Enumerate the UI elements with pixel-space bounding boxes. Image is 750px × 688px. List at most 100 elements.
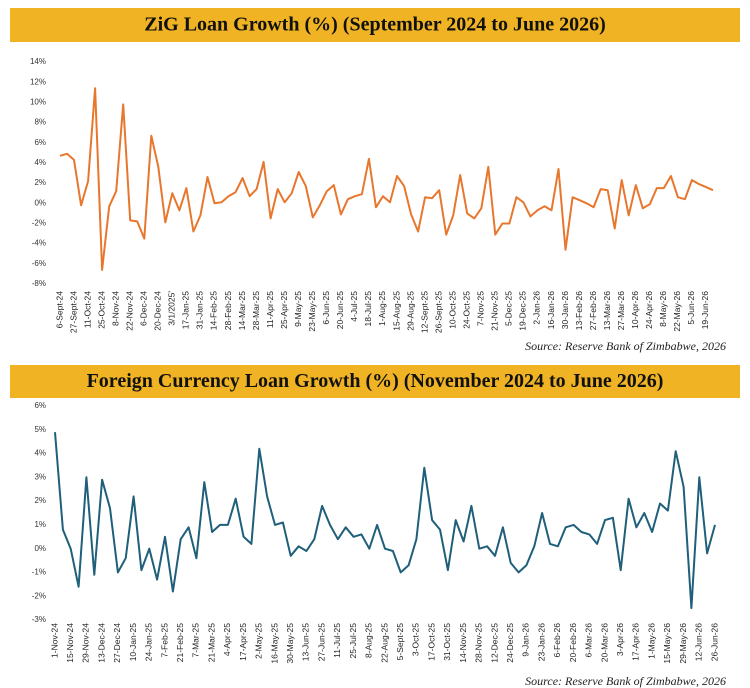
y-tick-label: 1% — [34, 520, 46, 529]
x-tick-label: 11-Oct-24 — [82, 291, 92, 328]
y-tick-label: -4% — [32, 239, 46, 248]
x-tick-label: 27-Jun-25 — [316, 623, 326, 662]
x-tick-label: 13-Jun-25 — [301, 623, 311, 662]
x-tick-label: 13-Dec-24 — [96, 623, 106, 663]
x-tick-label: 17-Apr-26 — [631, 623, 641, 661]
x-tick-label: 26-Jun-26 — [709, 623, 719, 662]
x-tick-label: 29-May-26 — [678, 623, 688, 664]
x-tick-label: 18-Jul-25 — [363, 291, 373, 327]
x-tick-label: 17-Oct-25 — [426, 623, 436, 661]
x-tick-label: 14-Nov-25 — [458, 623, 468, 663]
x-tick-label: 24-Apr-26 — [644, 291, 654, 329]
x-tick-label: 28-Mar-25 — [251, 291, 261, 330]
y-tick-label: 6% — [34, 138, 46, 147]
x-tick-label: 25-Apr-25 — [279, 291, 289, 329]
x-tick-label: 6-Feb-26 — [552, 623, 562, 658]
x-tick-label: 24-Jan-25 — [144, 623, 154, 662]
x-tick-label: 27-Dec-24 — [112, 623, 122, 663]
x-tick-label: 9-May-25 — [293, 291, 303, 327]
x-tick-label: 20-Feb-26 — [568, 623, 578, 662]
x-tick-label: 26-Sept-25 — [433, 291, 443, 333]
y-tick-label: 5% — [34, 425, 46, 434]
y-tick-label: -2% — [32, 591, 46, 600]
y-tick-label: 8% — [34, 118, 46, 127]
x-tick-label: 22-Aug-25 — [379, 623, 389, 663]
x-tick-label: 8-May-26 — [658, 291, 668, 327]
x-tick-label: 15-Aug-25 — [391, 291, 401, 331]
x-tick-label: 27-Feb-26 — [588, 291, 598, 330]
x-tick-label: 3/1/2025' — [167, 291, 177, 326]
x-tick-label: 14-Mar-25 — [237, 291, 247, 330]
x-tick-label: 31-Oct-25 — [442, 623, 452, 661]
x-tick-label: 20-Mar-26 — [599, 623, 609, 662]
y-tick-label: -6% — [32, 259, 46, 268]
x-tick-label: 5-Sept-25 — [395, 623, 405, 661]
chart-title: Foreign Currency Loan Growth (%) (Novemb… — [87, 370, 664, 392]
y-tick-label: 14% — [30, 57, 46, 66]
x-tick-label: 8-Nov-24 — [110, 291, 120, 326]
x-tick-label: 6-Dec-24 — [139, 291, 149, 326]
x-tick-label: 12-Sept-25 — [419, 291, 429, 333]
x-tick-label: 2-Jan-26 — [532, 291, 542, 325]
x-tick-label: 19-Dec-25 — [518, 291, 528, 331]
x-tick-label: 25-Oct-24 — [96, 291, 106, 329]
x-tick-label: 17-Jan-25 — [181, 291, 191, 330]
y-tick-label: 12% — [30, 77, 46, 86]
x-tick-label: 5-Jun-26 — [686, 291, 696, 325]
x-tick-label: 24-Dec-25 — [505, 623, 515, 663]
y-tick-label: 10% — [30, 97, 46, 106]
y-tick-label: 2% — [34, 178, 46, 187]
x-tick-label: 13-Mar-26 — [602, 291, 612, 330]
chart-title: ZiG Loan Growth (%) (September 2024 to J… — [144, 14, 605, 36]
x-tick-label: 28-Feb-25 — [223, 291, 233, 330]
x-tick-label: 3-Apr-26 — [615, 623, 625, 656]
title-banner — [10, 365, 740, 398]
y-tick-label: 3% — [34, 472, 46, 481]
y-tick-label: 0% — [34, 198, 46, 207]
x-tick-label: 22-Nov-24 — [124, 291, 134, 331]
y-tick-label: 6% — [34, 401, 46, 410]
x-tick-label: 4-Jul-25 — [349, 291, 359, 322]
x-tick-label: 29-Nov-24 — [81, 623, 91, 663]
x-tick-label: 16-May-25 — [269, 623, 279, 664]
x-tick-label: 21-Nov-25 — [490, 291, 500, 331]
x-tick-label: 14-Feb-25 — [209, 291, 219, 330]
x-tick-label: 10-Apr-26 — [630, 291, 640, 329]
x-tick-label: 29-Aug-25 — [405, 291, 415, 331]
x-tick-label: 15-May-26 — [662, 623, 672, 664]
x-tick-label: 17-Apr-25 — [238, 623, 248, 661]
x-tick-label: 25-Jul-25 — [348, 623, 358, 659]
x-tick-label: 23-May-25 — [307, 291, 317, 332]
x-tick-label: 20-Jun-25 — [335, 291, 345, 330]
x-tick-label: 2-May-25 — [254, 623, 264, 659]
x-tick-label: 12-Dec-25 — [489, 623, 499, 663]
x-tick-label: 16-Jan-26 — [546, 291, 556, 330]
x-tick-label: 1-May-26 — [646, 623, 656, 659]
x-tick-label: 15-Nov-24 — [65, 623, 75, 663]
x-tick-label: 5-Dec-25 — [504, 291, 514, 326]
x-tick-label: 10-Oct-25 — [447, 291, 457, 329]
x-tick-label: 9-Jan-26 — [521, 623, 531, 657]
x-tick-label: 20-Dec-24 — [153, 291, 163, 331]
x-tick-label: 21-Feb-25 — [175, 623, 185, 662]
y-tick-label: 2% — [34, 496, 46, 505]
x-tick-label: 30-Jan-26 — [560, 291, 570, 330]
title-banner — [10, 8, 740, 42]
x-tick-label: 27-Sept-24 — [68, 291, 78, 333]
x-tick-label: 19-Jun-26 — [700, 291, 710, 330]
x-tick-label: 8-Aug-25 — [364, 623, 374, 658]
x-tick-label: 7-Nov-25 — [476, 291, 486, 326]
x-tick-label: 31-Jan-25 — [195, 291, 205, 330]
x-tick-label: 12-Jun-26 — [694, 623, 704, 662]
y-tick-label: -1% — [32, 568, 46, 577]
data-line — [54, 432, 716, 610]
y-tick-label: 0% — [34, 544, 46, 553]
x-tick-label: 27-Mar-26 — [616, 291, 626, 330]
x-tick-label: 4-Apr-25 — [222, 623, 232, 656]
source-note: Source: Reserve Bank of Zimbabwe, 2026 — [525, 674, 726, 688]
x-tick-label: 30-May-25 — [285, 623, 295, 664]
y-tick-label: 4% — [34, 158, 46, 167]
y-tick-label: 4% — [34, 449, 46, 458]
x-tick-label: 1-Aug-25 — [377, 291, 387, 326]
